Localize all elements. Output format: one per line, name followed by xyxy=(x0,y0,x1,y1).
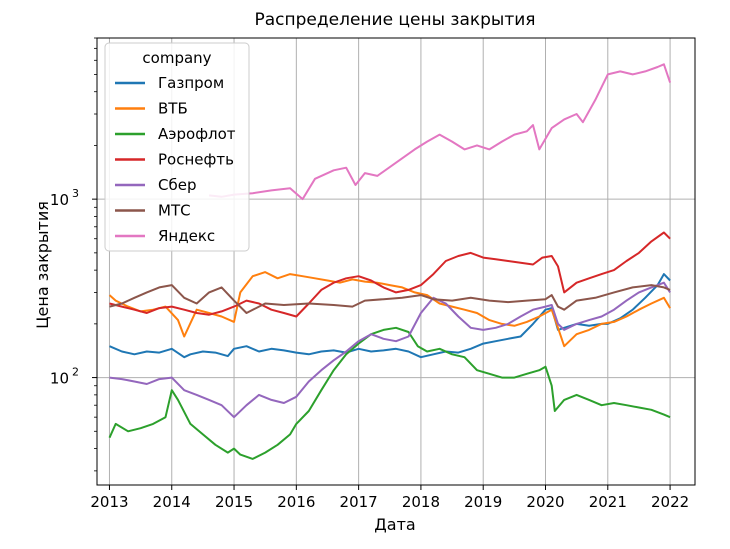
y-tick-exponent: 2 xyxy=(72,366,79,379)
series-line xyxy=(109,273,671,359)
x-tick-label: 2022 xyxy=(651,493,689,511)
series-line xyxy=(208,63,672,201)
x-axis-label: Дата xyxy=(374,515,415,534)
legend-box xyxy=(104,42,250,252)
series-line xyxy=(109,281,671,419)
series-line xyxy=(109,231,671,318)
legend-label: Газпром xyxy=(158,74,224,92)
chart-title: Распределение цены закрытия xyxy=(254,10,535,30)
series-line xyxy=(108,326,671,460)
x-axis-ticks: 2013 2014 2015 2016 2017 2018 2019 2020 2021 2022 xyxy=(90,485,689,511)
series-lines xyxy=(108,63,672,460)
y-axis-label: Цена закрытия xyxy=(33,201,52,329)
x-tick-label: 2020 xyxy=(526,493,564,511)
legend-label: Сбер xyxy=(158,176,196,194)
x-tick-label: 2016 xyxy=(277,493,315,511)
x-tick-label: 2019 xyxy=(464,493,502,511)
series-line xyxy=(108,271,671,348)
series-line xyxy=(109,284,671,314)
x-tick-label: 2017 xyxy=(340,493,378,511)
legend-label: Яндекс xyxy=(158,227,215,245)
legend-label: Аэрофлот xyxy=(158,125,236,143)
y-tick-label: 10 xyxy=(50,191,69,209)
y-tick-label: 10 xyxy=(50,370,69,388)
legend-label: МТС xyxy=(158,202,191,220)
legend-label: Роснефть xyxy=(158,151,234,169)
x-tick-label: 2013 xyxy=(90,493,128,511)
x-tick-label: 2021 xyxy=(589,493,627,511)
legend-title: company xyxy=(142,49,211,67)
x-tick-label: 2015 xyxy=(215,493,253,511)
plot-frame xyxy=(96,37,696,486)
y-tick-exponent: 3 xyxy=(72,187,79,200)
legend: company Газпром ВТБ Аэрофлот Роснефть Сбер МТС… xyxy=(104,42,250,252)
x-tick-label: 2014 xyxy=(153,493,191,511)
x-tick-label: 2018 xyxy=(402,493,440,511)
legend-label: ВТБ xyxy=(158,100,188,118)
